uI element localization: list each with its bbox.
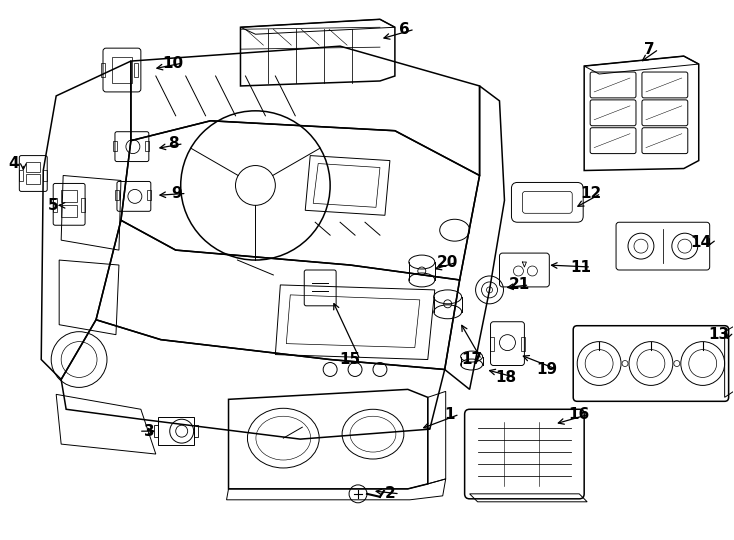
Bar (194, 425, 197, 437)
Text: 6: 6 (399, 22, 410, 37)
Text: 2: 2 (385, 487, 396, 501)
Bar (101, 63, 105, 77)
Bar (147, 191, 150, 200)
Bar (158, 417, 194, 445)
Bar (113, 140, 117, 151)
Bar (134, 63, 138, 77)
Text: 11: 11 (571, 260, 592, 274)
Bar (81, 198, 85, 212)
Text: 10: 10 (162, 56, 184, 71)
Bar (145, 140, 149, 151)
Bar (112, 57, 132, 83)
Bar (61, 205, 77, 217)
Bar (19, 170, 23, 181)
Text: 14: 14 (690, 235, 711, 249)
Text: 5: 5 (48, 198, 59, 213)
Text: 16: 16 (569, 407, 590, 422)
Bar (26, 161, 40, 172)
Text: 3: 3 (144, 424, 154, 438)
Bar (43, 170, 47, 181)
Text: 15: 15 (340, 352, 360, 367)
Bar (115, 191, 119, 200)
Text: 7: 7 (644, 42, 654, 57)
Text: 12: 12 (581, 186, 602, 201)
Text: 13: 13 (708, 327, 729, 342)
Bar (154, 425, 158, 437)
Text: 18: 18 (495, 370, 516, 385)
Text: 20: 20 (437, 254, 458, 269)
Text: 8: 8 (168, 136, 179, 151)
Text: 21: 21 (509, 278, 530, 293)
Text: 4: 4 (8, 156, 18, 171)
Bar (26, 174, 40, 185)
Text: 19: 19 (537, 362, 558, 377)
Bar (490, 336, 493, 350)
Text: 17: 17 (461, 352, 482, 367)
Text: 1: 1 (444, 407, 455, 422)
Bar (61, 191, 77, 202)
Bar (521, 336, 526, 350)
Text: 9: 9 (172, 186, 182, 201)
Bar (53, 198, 57, 212)
